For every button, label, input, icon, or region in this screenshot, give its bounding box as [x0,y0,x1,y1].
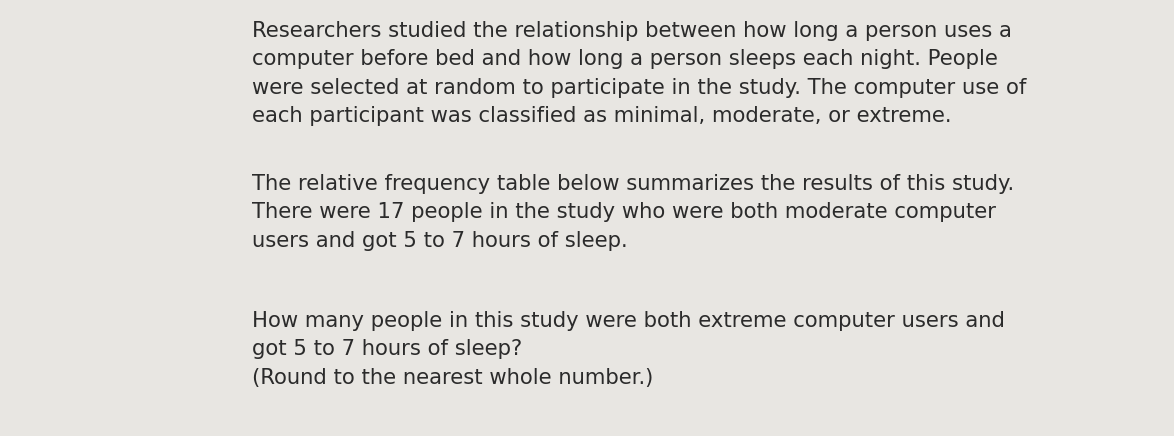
Text: The relative frequency table below summarizes the results of this study.
There w: The relative frequency table below summa… [252,174,1014,251]
Text: How many people in this study were both extreme computer users and
got 5 to 7 ho: How many people in this study were both … [252,311,1005,388]
Text: Researchers studied the relationship between how long a person uses a
computer b: Researchers studied the relationship bet… [252,21,1026,126]
